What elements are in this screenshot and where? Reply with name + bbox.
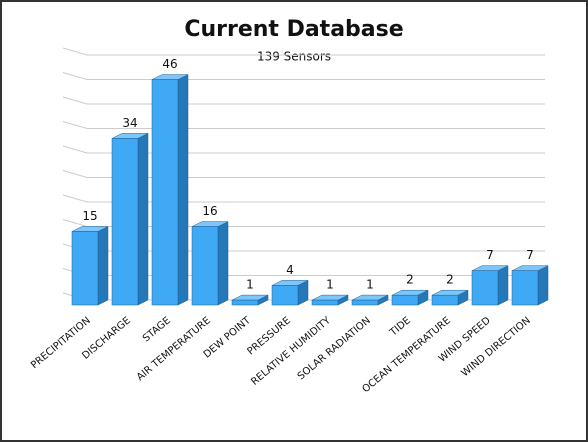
bar-side [137,132,149,306]
bar-front [231,299,259,306]
value-label: 15 [82,209,97,223]
grid-line [62,96,545,105]
bar-front [71,231,99,306]
bar [111,132,149,306]
value-label: 16 [202,204,217,218]
bar [71,226,109,306]
bar-front [151,79,179,306]
value-label: 46 [162,57,177,71]
bar-side [177,74,189,306]
value-label: 4 [286,263,294,277]
value-label: 34 [122,116,137,130]
bar [151,74,189,306]
bar-side [217,221,229,306]
grid-line [62,47,545,56]
bar-side [497,265,509,306]
chart-title: Current Database [184,17,403,42]
bar-side [537,265,549,306]
bar-front [111,138,139,306]
grid-line [62,121,545,129]
grid-line [62,170,545,178]
bar-front [391,294,419,306]
bar [351,294,389,306]
value-label: 1 [366,278,374,292]
bar-front [351,299,379,306]
bar [191,221,229,306]
value-label: 7 [486,248,494,262]
bar [311,294,349,306]
bar [511,265,549,306]
bar [231,294,269,306]
bar-front [431,294,459,306]
value-label: 1 [326,278,334,292]
grid-line [62,145,545,154]
value-label: 7 [526,248,534,262]
grid-line [62,194,545,203]
chart-subtitle: 139 Sensors [257,50,331,64]
value-label: 2 [406,273,414,287]
bar-front [191,226,219,306]
bar [431,289,469,306]
bar [271,279,309,306]
bar-front [511,270,539,306]
bar-side [97,226,109,306]
bar-front [471,270,499,306]
bar-front [311,299,339,306]
value-label: 2 [446,273,454,287]
value-label: 1 [246,278,254,292]
grid-line [62,72,545,80]
bar [391,289,429,306]
bar [471,265,509,306]
bar-front [271,285,299,306]
